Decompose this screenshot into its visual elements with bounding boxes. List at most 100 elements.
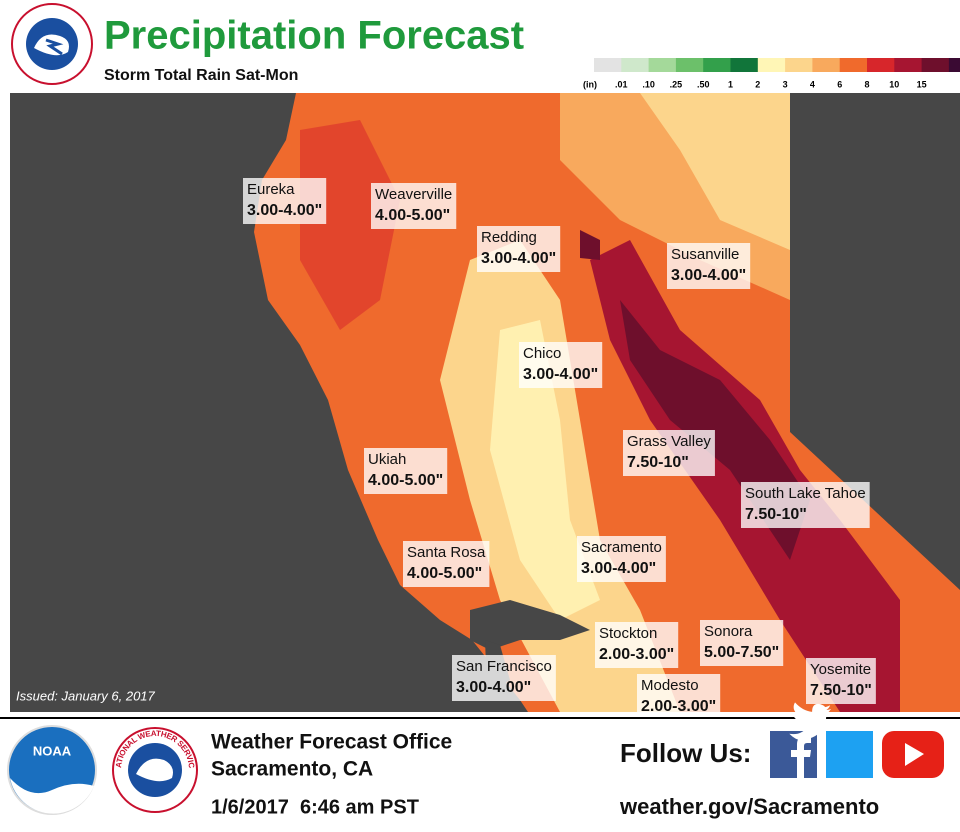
city-label: Susanville 3.00-4.00": [667, 243, 751, 289]
legend-label: 2: [755, 79, 760, 89]
map: [10, 93, 960, 712]
city-label: Chico 3.00-4.00": [519, 342, 603, 388]
legend-label: 1: [728, 79, 733, 89]
rain-amount: 3.00-4.00": [456, 679, 531, 696]
legend-swatch: [812, 58, 841, 72]
facebook-icon[interactable]: [770, 731, 817, 778]
city-label-box: [700, 620, 784, 666]
city-label-box: [595, 622, 679, 668]
city-label: Sonora 5.00-7.50": [700, 620, 784, 666]
issue-datetime: 1/6/2017 6:46 am PST: [211, 796, 419, 818]
legend-swatch: [621, 58, 649, 72]
legend-swatch: [948, 58, 960, 72]
city-label-box: [637, 674, 721, 720]
rain-amount: 3.00-4.00": [671, 267, 746, 284]
issued-date: Issued: January 6, 2017: [16, 688, 156, 703]
rain-amount: 3.00-4.00": [247, 202, 322, 219]
city-name: Sacramento: [581, 539, 662, 556]
city-name: Redding: [481, 229, 537, 246]
rain-amount: 2.00-3.00": [641, 698, 716, 715]
city-label-box: [371, 183, 457, 229]
rain-amount: 3.00-4.00": [481, 250, 556, 267]
rain-amount: 7.50-10": [810, 682, 872, 699]
city-label: Stockton 2.00-3.00": [595, 622, 679, 668]
office-name: Weather Forecast Office: [211, 731, 452, 754]
city-name: San Francisco: [456, 658, 552, 675]
rain-amount: 4.00-5.00": [368, 472, 443, 489]
rain-amount: 3.00-4.00": [581, 560, 656, 577]
rain-amount: 7.50-10": [627, 454, 689, 471]
legend-swatch: [921, 58, 950, 72]
city-name: Chico: [523, 345, 561, 362]
city-label: South Lake Tahoe 7.50-10": [741, 482, 870, 528]
city-name: Yosemite: [810, 661, 871, 678]
title: Precipitation Forecast: [104, 14, 524, 58]
rain-amount: 7.50-10": [745, 506, 807, 523]
city-name: Susanville: [671, 246, 739, 263]
legend-label: .50: [697, 79, 710, 89]
map-labels: Eureka 3.00-4.00" Weaverville 4.00-5.00" Red…: [243, 178, 876, 720]
city-name: Eureka: [247, 181, 295, 198]
city-name: South Lake Tahoe: [745, 485, 866, 502]
city-label: San Francisco 3.00-4.00": [452, 655, 556, 701]
office-url[interactable]: weather.gov/Sacramento: [619, 794, 879, 819]
noaa-logo: NOAA: [7, 725, 97, 815]
legend-swatch: [894, 58, 922, 72]
city-label-box: [364, 448, 448, 494]
city-label-box: [243, 178, 327, 224]
city-label-box: [806, 658, 876, 704]
city-label: Grass Valley 7.50-10": [623, 430, 715, 476]
city-label-box: [452, 655, 556, 701]
twitter-icon[interactable]: [789, 702, 873, 778]
city-name: Grass Valley: [627, 433, 711, 450]
rain-amount: 5.00-7.50": [704, 644, 779, 661]
city-label-box: [741, 482, 870, 528]
legend-label: .25: [670, 79, 683, 89]
city-name: Weaverville: [375, 186, 452, 203]
rain-amount: 4.00-5.00": [407, 565, 482, 582]
legend-label: 8: [864, 79, 869, 89]
legend-swatch: [730, 58, 759, 72]
city-label-box: [623, 430, 715, 476]
city-label: Modesto 2.00-3.00": [637, 674, 721, 720]
legend-unit: (in): [583, 79, 597, 89]
city-name: Modesto: [641, 677, 699, 694]
legend: (in) .01 .10 .25 .50 1 2 3 4 6 8 10 15: [583, 58, 960, 89]
rain-amount: 3.00-4.00": [523, 366, 598, 383]
office-location: Sacramento, CA: [211, 758, 373, 781]
city-name: Sonora: [704, 623, 753, 640]
city-label: Redding 3.00-4.00": [477, 226, 561, 272]
city-label: Weaverville 4.00-5.00": [371, 183, 457, 229]
legend-label: .10: [642, 79, 655, 89]
legend-swatch: [648, 58, 677, 72]
legend-label: 15: [917, 79, 927, 89]
subtitle: Storm Total Rain Sat-Mon: [104, 67, 298, 84]
follow-us: Follow Us:: [620, 738, 751, 768]
city-label-box: [667, 243, 751, 289]
city-label: Yosemite 7.50-10": [806, 658, 876, 704]
city-label: Sacramento 3.00-4.00": [577, 536, 666, 582]
city-label: Ukiah 4.00-5.00": [364, 448, 448, 494]
noaa-logo-text: NOAA: [33, 743, 72, 758]
legend-swatch: [675, 58, 704, 72]
city-label: Santa Rosa 4.00-5.00": [403, 541, 490, 587]
legend-label: .01: [615, 79, 628, 89]
legend-label: 4: [810, 79, 815, 89]
city-label-box: [403, 541, 490, 587]
youtube-icon[interactable]: [882, 731, 944, 778]
rain-amount: 2.00-3.00": [599, 646, 674, 663]
legend-swatch: [839, 58, 868, 72]
legend-label: 6: [837, 79, 842, 89]
city-label: Eureka 3.00-4.00": [243, 178, 327, 224]
legend-swatch: [757, 58, 786, 72]
legend-label: 3: [783, 79, 788, 89]
legend-swatch: [867, 58, 895, 72]
city-label-box: [477, 226, 561, 272]
nws-logo-top: [11, 3, 93, 85]
rain-amount: 4.00-5.00": [375, 207, 450, 224]
city-label-box: [519, 342, 603, 388]
city-name: Santa Rosa: [407, 544, 486, 561]
legend-swatch: [594, 58, 622, 72]
city-name: Ukiah: [368, 451, 406, 468]
